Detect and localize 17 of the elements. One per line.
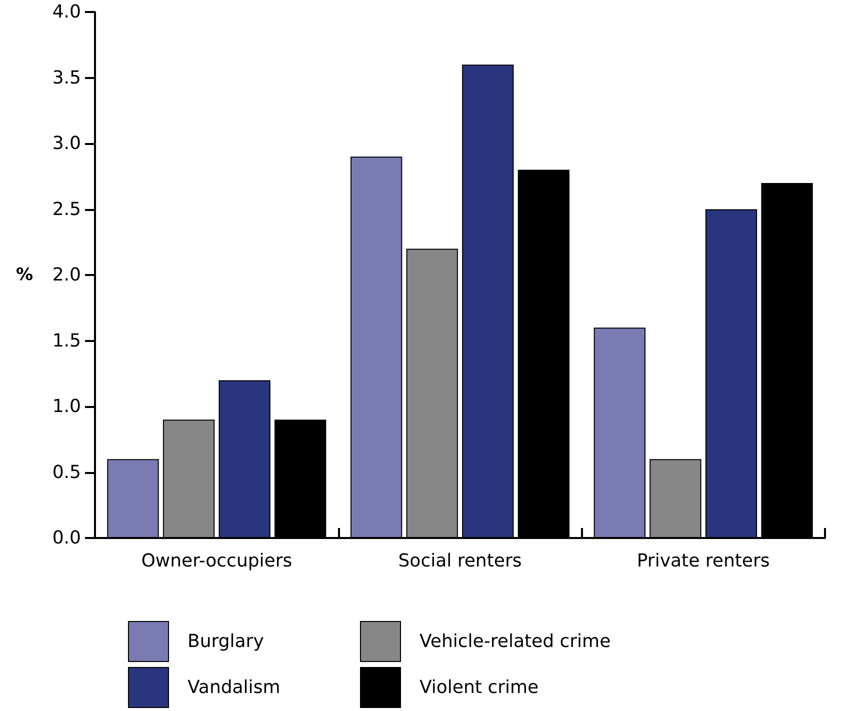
x-tick-label: Owner-occupiers bbox=[141, 550, 292, 572]
y-tick-label: 0.5 bbox=[52, 462, 81, 483]
legend-label: Burglary bbox=[188, 631, 264, 652]
y-tick-label: 3.0 bbox=[52, 133, 81, 154]
legend-label: Vehicle-related crime bbox=[420, 631, 611, 652]
y-tick-label: 2.5 bbox=[52, 198, 81, 220]
y-tick-label: 3.5 bbox=[52, 67, 81, 88]
y-tick-label: 2.0 bbox=[52, 264, 81, 286]
x-tick-label: Social renters bbox=[398, 550, 522, 572]
y-tick-label: 0.0 bbox=[52, 528, 81, 548]
legend-label: Vandalism bbox=[188, 677, 280, 698]
x-tick-label: Private renters bbox=[636, 550, 770, 572]
y-tick-label: 4.0 bbox=[52, 2, 81, 22]
legend-label: Violent crime bbox=[420, 677, 539, 698]
y-tick-label: 1.5 bbox=[52, 330, 81, 352]
y-axis-title: % bbox=[16, 265, 33, 285]
y-tick-label: 1.0 bbox=[52, 396, 81, 417]
